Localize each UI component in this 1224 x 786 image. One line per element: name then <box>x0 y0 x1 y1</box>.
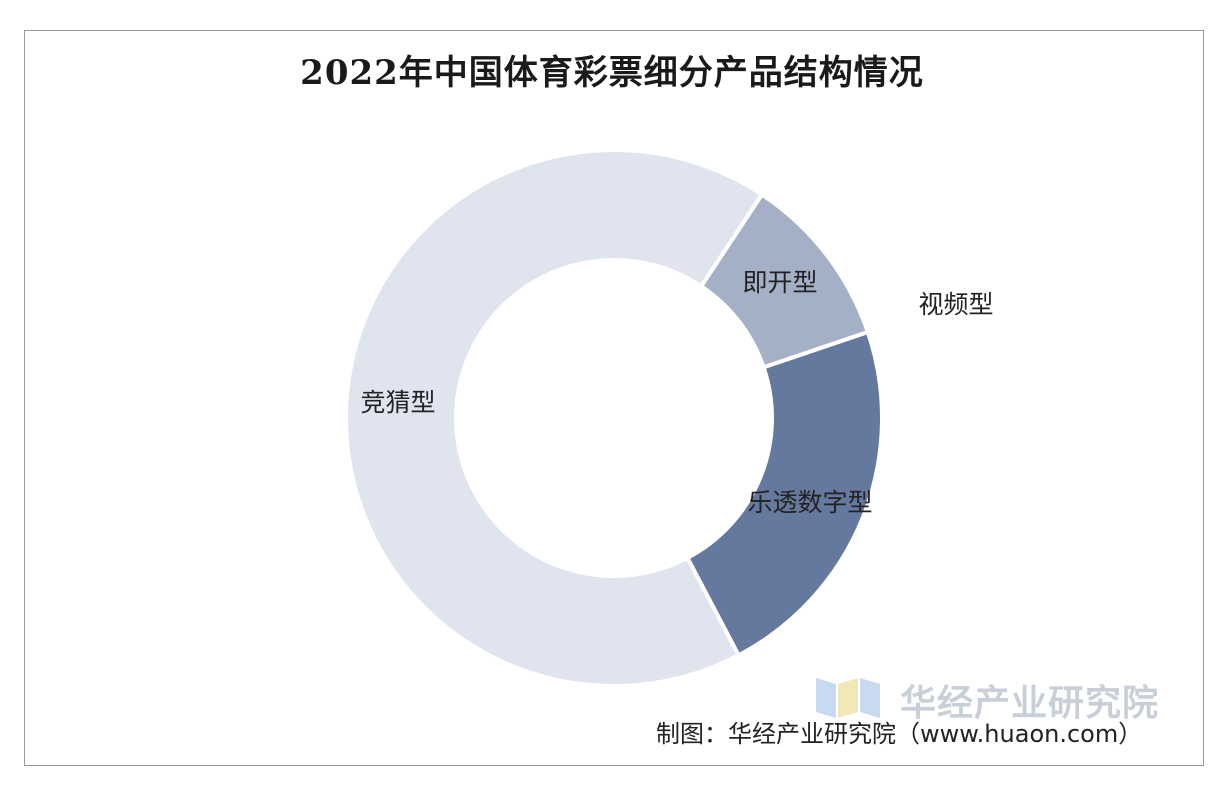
slice-0-label: 即开型 <box>742 268 817 297</box>
slice-1-label: 视频型 <box>918 290 993 319</box>
slice-2 <box>684 329 884 658</box>
slice-3-label: 竞猜型 <box>360 388 435 417</box>
watermark-text: 华经产业研究院 <box>900 683 1160 724</box>
slice-3 <box>344 148 765 688</box>
watermark: 华经产业研究院 <box>814 672 1194 724</box>
source-note: 制图：华经产业研究院（www.huaon.com） <box>656 720 1143 748</box>
slice-2-label: 乐透数字型 <box>747 488 872 517</box>
watermark-logo-icon <box>816 678 880 718</box>
chart-title: 2022年中国体育彩票细分产品结构情况 <box>300 53 924 93</box>
